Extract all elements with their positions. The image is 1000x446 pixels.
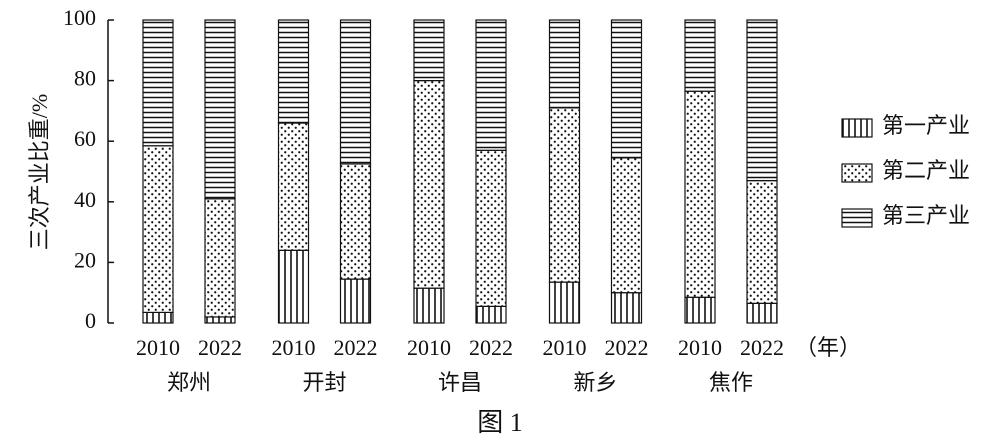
bar-segment	[339, 163, 372, 280]
bar-segment	[684, 90, 716, 298]
x-tick-label: 2010	[543, 335, 587, 360]
bar-segment	[413, 79, 445, 289]
y-tick-label: 40	[74, 187, 96, 212]
bar-segment	[610, 157, 643, 294]
legend-swatch	[841, 163, 873, 183]
y-tick-label: 0	[85, 308, 96, 333]
group-label: 焦作	[709, 370, 753, 395]
bar-segment	[142, 19, 174, 147]
x-tick-label: 2022	[740, 335, 784, 360]
x-tick-label: 2022	[605, 335, 649, 360]
bar-segment	[142, 145, 174, 313]
bar-segment	[413, 19, 445, 82]
bar-segment	[548, 19, 581, 109]
bar-segment	[548, 107, 581, 283]
x-tick-label: 2022	[198, 335, 242, 360]
bar-segment	[339, 19, 372, 165]
bar-segment	[204, 316, 236, 324]
bar-segment	[204, 19, 236, 200]
bar-segment	[142, 311, 174, 324]
y-axis-label: 三次产业比重/%	[27, 94, 52, 250]
bar-segment	[277, 249, 310, 324]
x-tick-label: 2022	[469, 335, 513, 360]
bar-segment	[204, 198, 236, 318]
bar-segment	[610, 292, 643, 324]
bar-segment	[548, 281, 581, 324]
bar-segment	[475, 149, 507, 307]
legend-label: 第二产业	[882, 158, 970, 183]
bar-segment	[684, 19, 716, 92]
group-label: 许昌	[438, 370, 482, 395]
bar-segment	[277, 19, 310, 124]
legend-swatch	[841, 208, 873, 228]
bar-segment	[277, 122, 310, 251]
bar-segment	[475, 305, 507, 324]
bar-segment	[339, 278, 372, 324]
group-label: 郑州	[167, 370, 211, 395]
caption: 图 1	[477, 408, 523, 437]
x-unit: （年）	[795, 335, 861, 360]
legend-label: 第三产业	[882, 203, 970, 228]
bar-segment	[684, 296, 716, 324]
x-tick-label: 2010	[272, 335, 316, 360]
bar-segment	[746, 19, 778, 182]
bar-segment	[746, 179, 778, 304]
x-tick-label: 2010	[678, 335, 722, 360]
group-label: 开封	[302, 370, 346, 395]
legend-swatch	[841, 118, 873, 138]
y-tick-label: 100	[63, 5, 96, 30]
bar-segment	[413, 287, 445, 324]
y-tick-label: 80	[74, 66, 96, 91]
bar-segment	[610, 19, 643, 159]
y-tick-label: 20	[74, 247, 96, 272]
y-tick-label: 60	[74, 126, 96, 151]
group-label: 新乡	[573, 370, 617, 395]
x-tick-label: 2010	[136, 335, 180, 360]
x-tick-label: 2022	[334, 335, 378, 360]
bar-segment	[475, 19, 507, 151]
x-tick-label: 2010	[407, 335, 451, 360]
legend-label: 第一产业	[882, 113, 970, 138]
bar-segment	[746, 302, 778, 324]
